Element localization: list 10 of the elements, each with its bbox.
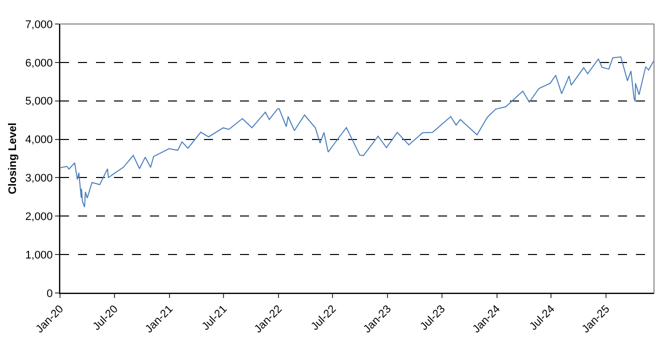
y-tick-label: 3,000 <box>25 172 53 185</box>
y-tick-label: 7,000 <box>25 18 53 31</box>
line-series <box>60 56 654 208</box>
y-tick-label: 1,000 <box>25 249 53 262</box>
y-tick-label: 5,000 <box>25 96 53 108</box>
y-tick-label: 6,000 <box>25 57 53 70</box>
y-tick-label: 2,000 <box>25 210 53 223</box>
y-axis-title: Closing Level <box>6 122 19 194</box>
y-tick-label: 0 <box>46 288 53 300</box>
y-tick-label: 4,000 <box>25 134 53 146</box>
